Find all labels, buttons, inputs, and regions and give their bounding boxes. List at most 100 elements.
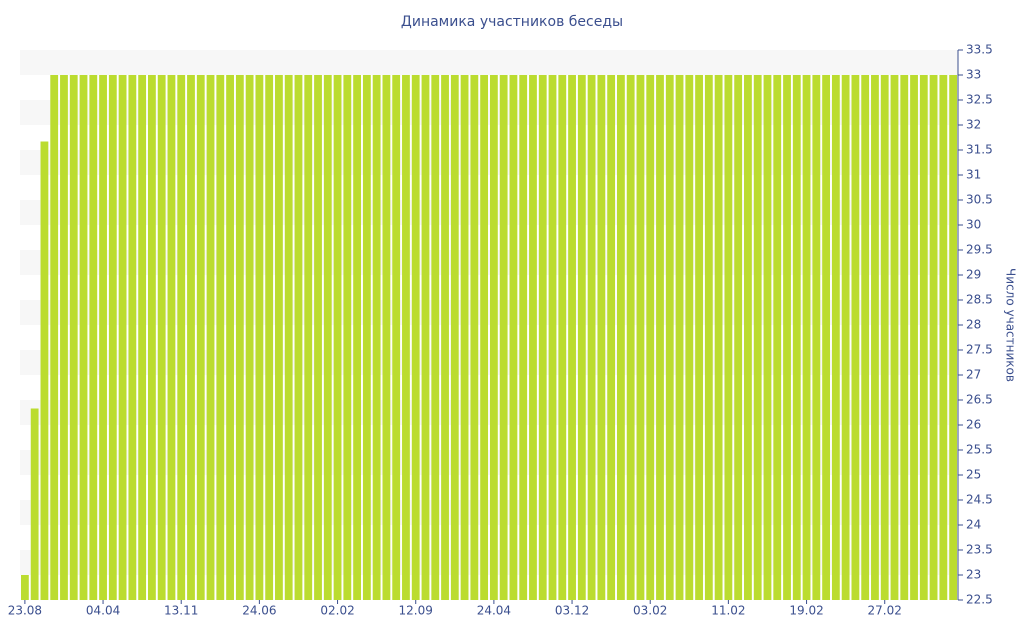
bar [294, 75, 303, 600]
bar [724, 75, 733, 600]
y-tick-label: 28.5 [966, 293, 993, 307]
bar [597, 75, 606, 600]
bar [216, 75, 225, 600]
bar [323, 75, 332, 600]
y-tick-label: 27.5 [966, 343, 993, 357]
bar [89, 75, 98, 600]
y-tick-label: 26 [966, 418, 981, 432]
bar [851, 75, 860, 600]
bar [382, 75, 391, 600]
bar [304, 75, 313, 600]
bar [714, 75, 723, 600]
bar [626, 75, 635, 600]
x-tick-label: 11.02 [711, 604, 745, 618]
grid-band [20, 200, 958, 225]
bar [69, 75, 78, 600]
bar [949, 75, 958, 600]
bar [538, 75, 547, 600]
y-tick-label: 30.5 [966, 193, 993, 207]
y-tick-label: 30 [966, 218, 981, 232]
bar [812, 75, 821, 600]
bar [900, 75, 909, 600]
x-tick-label: 23.08 [8, 604, 42, 618]
bar [890, 75, 899, 600]
bar [157, 75, 166, 600]
bar [128, 75, 137, 600]
x-tick-label: 03.12 [555, 604, 589, 618]
bar [79, 75, 88, 600]
bar [616, 75, 625, 600]
bar [50, 75, 59, 600]
bar [763, 75, 772, 600]
bar [411, 75, 420, 600]
bar [685, 75, 694, 600]
grid-band [20, 350, 958, 375]
bar [177, 75, 186, 600]
y-tick-label: 33 [966, 68, 981, 82]
bar [255, 75, 264, 600]
bar [919, 75, 928, 600]
bar [372, 75, 381, 600]
bar [753, 75, 762, 600]
bar [607, 75, 616, 600]
bar [235, 75, 244, 600]
bar [558, 75, 567, 600]
bar [871, 75, 879, 600]
bar [470, 75, 479, 600]
x-tick-label: 24.06 [242, 604, 276, 618]
y-tick-label: 23.5 [966, 543, 993, 557]
bar [147, 75, 156, 600]
bar [226, 75, 234, 600]
y-axis-title: Число участников [1004, 268, 1018, 382]
bar [187, 75, 195, 600]
bar [60, 75, 68, 600]
bar [548, 75, 557, 600]
y-tick-label: 27 [966, 368, 981, 382]
bar [792, 75, 801, 600]
x-tick-label: 04.04 [86, 604, 120, 618]
bar [519, 75, 528, 600]
bar [333, 75, 342, 600]
y-tick-label: 25 [966, 468, 981, 482]
bar [441, 75, 449, 600]
bar [343, 75, 352, 600]
bar [929, 75, 938, 600]
x-tick-label: 13.11 [164, 604, 198, 618]
grid-band [20, 150, 958, 175]
y-tick-label: 32.5 [966, 93, 993, 107]
bar [822, 75, 831, 600]
bar [509, 75, 518, 600]
bar [99, 75, 107, 600]
grid-band [20, 100, 958, 125]
bar [20, 575, 29, 600]
bar [910, 75, 918, 600]
x-tick-label: 24.04 [477, 604, 511, 618]
bar [265, 75, 274, 600]
bar [167, 75, 176, 600]
grid-band [20, 500, 958, 525]
y-tick-label: 33.5 [966, 43, 993, 57]
bar [108, 75, 117, 600]
bar [861, 75, 870, 600]
bar [939, 75, 948, 600]
bar [362, 75, 371, 600]
bar [40, 141, 49, 600]
bar [665, 75, 674, 600]
bar [675, 75, 684, 600]
y-tick-label: 28 [966, 318, 981, 332]
bar [353, 75, 362, 600]
bar [646, 75, 655, 600]
grid-band [20, 450, 958, 475]
bar [841, 75, 850, 600]
bar [314, 75, 322, 600]
bar [245, 75, 254, 600]
bar [284, 75, 293, 600]
bar [773, 75, 782, 600]
bar [704, 75, 713, 600]
x-tick-label: 03.02 [633, 604, 667, 618]
bar [499, 75, 508, 600]
bar [421, 75, 430, 600]
bar [880, 75, 889, 600]
bar [587, 75, 596, 600]
